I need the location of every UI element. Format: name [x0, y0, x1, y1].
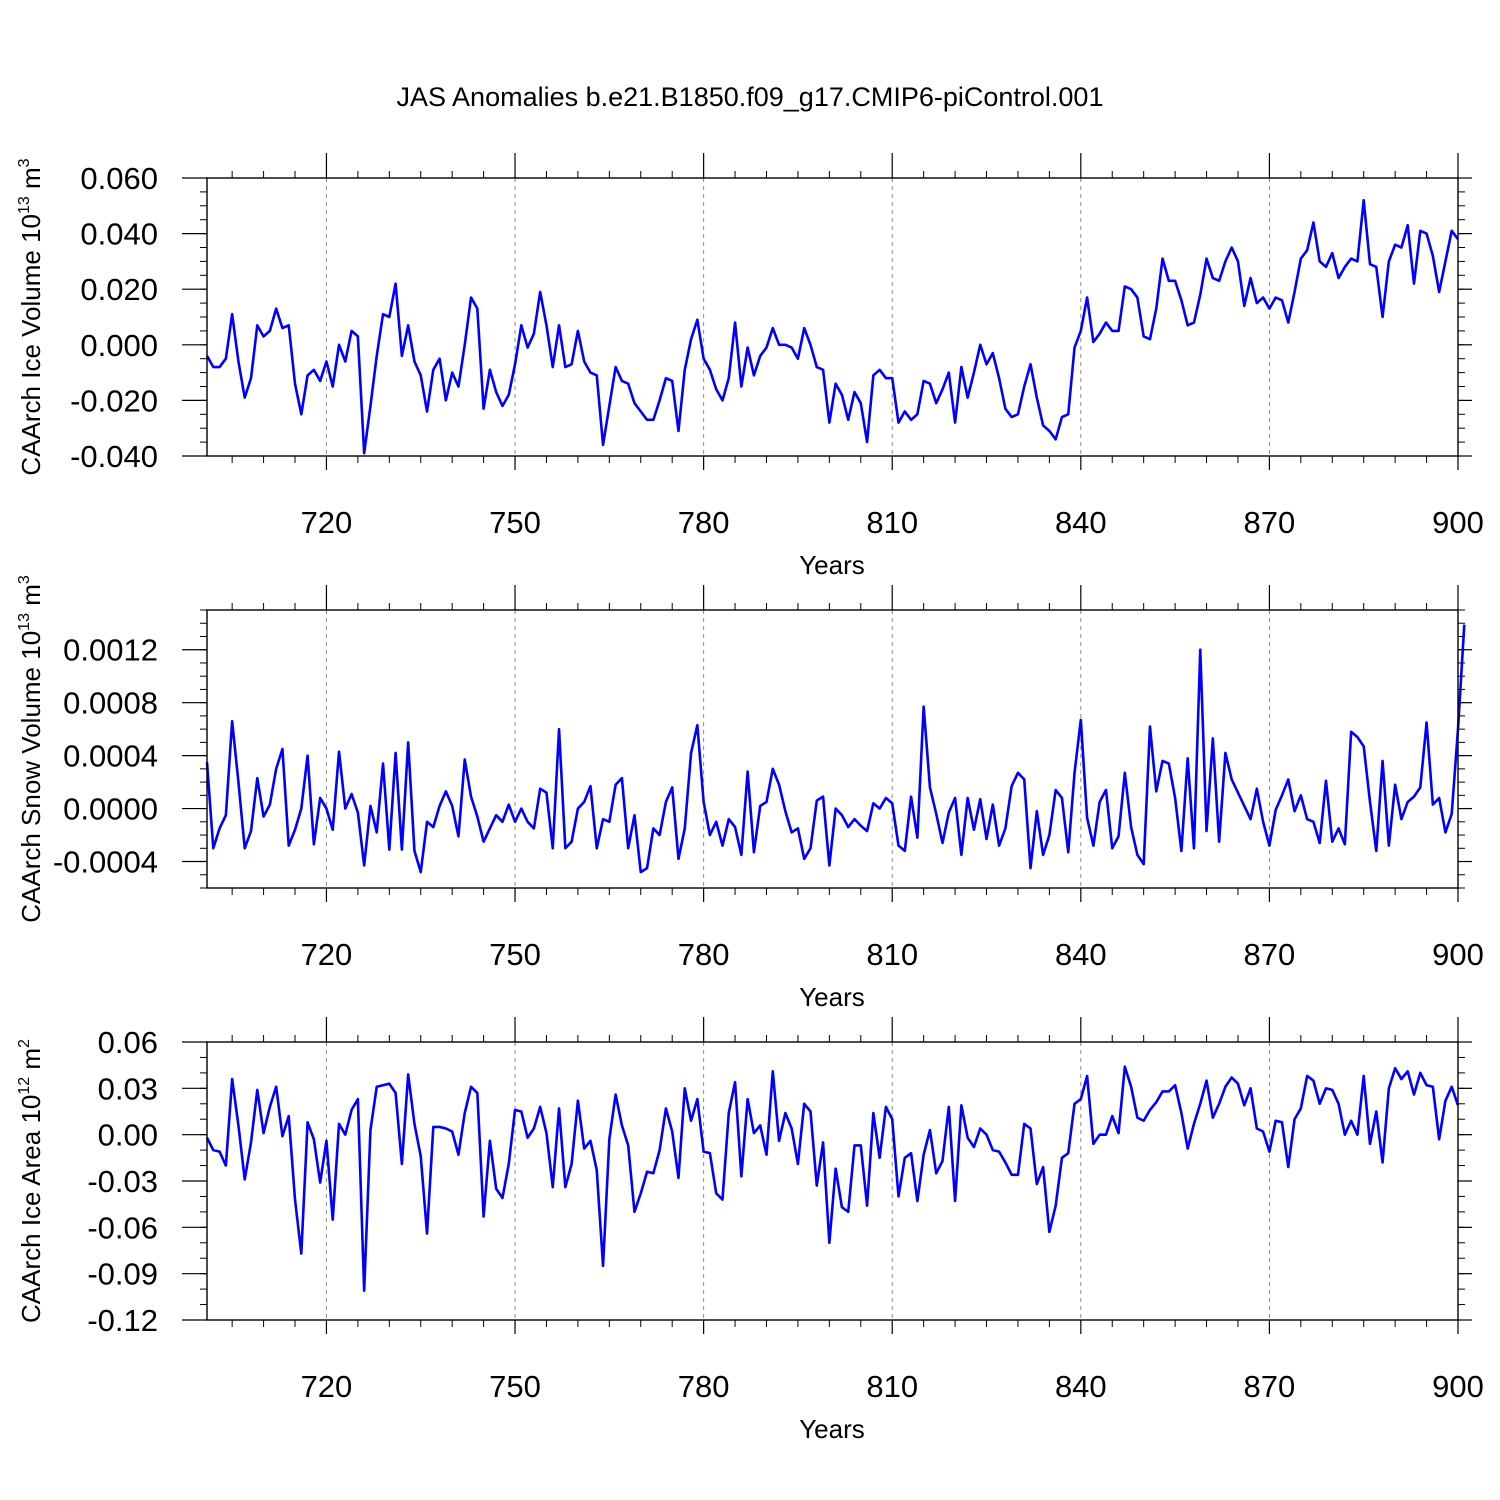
panels: 720 750 780 810 840 870 900 -0.040 -0.020 0.000 0.… — [16, 153, 1484, 1444]
x-tick-label: 900 — [1432, 505, 1484, 540]
x-tick-label: 780 — [678, 1369, 730, 1404]
x-axis-label: Years — [799, 982, 865, 1012]
x-tick-label: 720 — [301, 505, 353, 540]
y-tick-label: -0.12 — [87, 1303, 158, 1338]
y-tick-label: -0.03 — [87, 1164, 158, 1199]
x-tick-label: 780 — [678, 505, 730, 540]
x-tick-label: 840 — [1055, 937, 1107, 972]
x-tick-label: 750 — [489, 1369, 541, 1404]
panel-1: 720 750 780 810 840 870 900 -0.040 -0.020 0.000 0.… — [16, 153, 1484, 580]
y-tick-label: -0.06 — [87, 1210, 158, 1245]
y-axis-label: CAArch Ice Volume 1013 m3 — [16, 158, 46, 475]
plot-frame — [206, 609, 1459, 889]
y-tick-label: -0.040 — [70, 439, 158, 474]
x-tick-label: 840 — [1055, 1369, 1107, 1404]
x-tick-label: 750 — [489, 937, 541, 972]
y-tick-label: 0.020 — [80, 272, 158, 307]
chart-title: JAS Anomalies b.e21.B1850.f09_g17.CMIP6-… — [397, 82, 1104, 112]
panel-2: 720 750 780 810 840 870 900 -0.0004 0.0000 0.0004… — [16, 575, 1484, 1012]
x-tick-label: 870 — [1244, 505, 1296, 540]
x-tick-label: 870 — [1244, 937, 1296, 972]
x-tick-label: 810 — [866, 505, 918, 540]
x-tick-label: 900 — [1432, 937, 1484, 972]
y-tick-label: 0.0004 — [63, 739, 158, 774]
x-tick-label: 870 — [1244, 1369, 1296, 1404]
y-tick-label: -0.0004 — [53, 845, 158, 880]
series-line — [205, 624, 1466, 874]
y-tick-label: 0.060 — [80, 161, 158, 196]
x-tick-label: 810 — [866, 937, 918, 972]
x-axis-label: Years — [799, 1414, 865, 1444]
x-tick-label: 720 — [301, 1369, 353, 1404]
x-tick-label: 810 — [866, 1369, 918, 1404]
y-tick-label: 0.00 — [98, 1118, 158, 1153]
y-tick-label: 0.040 — [80, 217, 158, 252]
x-tick-label: 840 — [1055, 505, 1107, 540]
y-tick-label: 0.000 — [80, 328, 158, 363]
y-tick-label: 0.06 — [98, 1025, 158, 1060]
y-axis-label: CAArch Ice Area 1012 m2 — [16, 1039, 46, 1323]
x-tick-label: 720 — [301, 937, 353, 972]
x-axis-label: Years — [799, 550, 865, 580]
x-tick-label: 750 — [489, 505, 541, 540]
y-tick-label: 0.0000 — [63, 792, 158, 827]
y-axis-label: CAArch Snow Volume 1013 m3 — [16, 575, 46, 923]
y-tick-label: -0.020 — [70, 383, 158, 418]
panel-3: 720 750 780 810 840 870 900 -0.12 -0.09 -0.06 -0.0… — [16, 1017, 1484, 1444]
y-tick-label: -0.09 — [87, 1257, 158, 1292]
y-tick-label: 0.0012 — [63, 633, 158, 668]
x-tick-label: 780 — [678, 937, 730, 972]
y-tick-label: 0.03 — [98, 1071, 158, 1106]
x-tick-label: 900 — [1432, 1369, 1484, 1404]
plot-frame — [206, 1041, 1459, 1321]
y-tick-label: 0.0008 — [63, 686, 158, 721]
series-line — [205, 1065, 1460, 1292]
series-line — [205, 198, 1460, 455]
plot-frame — [206, 177, 1459, 457]
